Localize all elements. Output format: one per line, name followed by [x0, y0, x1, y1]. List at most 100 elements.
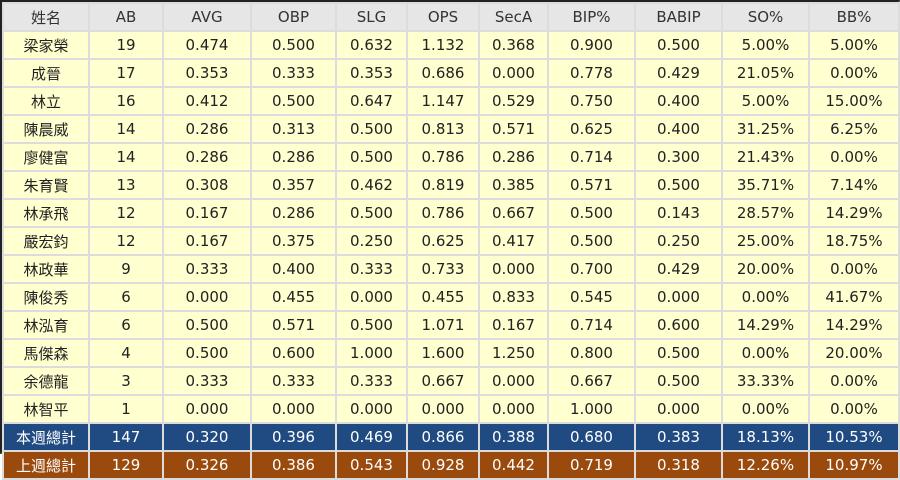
- stat-cell: 0.500: [335, 310, 408, 340]
- stat-cell: 3: [88, 366, 164, 396]
- table-row: 陳晨威 14 0.286 0.313 0.500 0.813 0.571 0.625 0.400…: [2, 114, 900, 144]
- stat-cell: 0.00%: [808, 58, 900, 88]
- player-name-cell: 上週總計: [2, 450, 90, 480]
- stat-cell: 0.786: [406, 142, 480, 172]
- stat-cell: 0.714: [547, 142, 636, 172]
- stat-cell: 0.500: [162, 338, 252, 368]
- last-week-total-row: 上週總計 129 0.326 0.386 0.543 0.928 0.442 0.719 0.3…: [2, 450, 900, 480]
- stat-cell: 0.000: [478, 254, 549, 284]
- stat-cell: 0.500: [634, 30, 723, 60]
- stat-cell: 1.132: [406, 30, 480, 60]
- stat-cell: 0.750: [547, 86, 636, 116]
- table-row: 余德龍 3 0.333 0.333 0.333 0.667 0.000 0.667 0.500 3…: [2, 366, 900, 396]
- stat-cell: 16: [88, 86, 164, 116]
- stat-cell: 0.500: [335, 198, 408, 228]
- stat-cell: 14.29%: [808, 198, 900, 228]
- table-row: 嚴宏鈞 12 0.167 0.375 0.250 0.625 0.417 0.500 0.250…: [2, 226, 900, 256]
- player-name-cell: 嚴宏鈞: [2, 226, 90, 256]
- stat-cell: 147: [88, 422, 164, 452]
- stat-cell: 0.333: [335, 254, 408, 284]
- stat-cell: 0.400: [634, 114, 723, 144]
- stat-cell: 1.071: [406, 310, 480, 340]
- stat-cell: 0.00%: [808, 394, 900, 424]
- stat-cell: 4: [88, 338, 164, 368]
- stat-cell: 20.00%: [808, 338, 900, 368]
- column-header: SLG: [335, 2, 408, 32]
- stat-cell: 0.474: [162, 30, 252, 60]
- stat-cell: 0.386: [250, 450, 337, 480]
- column-header: BABIP: [634, 2, 723, 32]
- stat-cell: 0.600: [634, 310, 723, 340]
- stat-cell: 0.647: [335, 86, 408, 116]
- stat-cell: 0.500: [250, 30, 337, 60]
- stat-cell: 0.667: [547, 366, 636, 396]
- stat-cell: 41.67%: [808, 282, 900, 312]
- stat-cell: 0.500: [250, 86, 337, 116]
- stat-cell: 0.396: [250, 422, 337, 452]
- stat-cell: 0.368: [478, 30, 549, 60]
- table-row: 林立 16 0.412 0.500 0.647 1.147 0.529 0.750 0.400 5…: [2, 86, 900, 116]
- stat-cell: 0.462: [335, 170, 408, 200]
- stat-cell: 0.286: [250, 142, 337, 172]
- stat-cell: 0.313: [250, 114, 337, 144]
- table-row: 林泓育 6 0.500 0.571 0.500 1.071 0.167 0.714 0.600 1…: [2, 310, 900, 340]
- column-header: BIP%: [547, 2, 636, 32]
- stat-cell: 0.286: [250, 198, 337, 228]
- player-name-cell: 成晉: [2, 58, 90, 88]
- stat-cell: 0.866: [406, 422, 480, 452]
- stat-cell: 33.33%: [721, 366, 810, 396]
- stat-cell: 0.500: [547, 226, 636, 256]
- stat-cell: 1.000: [547, 394, 636, 424]
- stat-cell: 0.286: [162, 142, 252, 172]
- stat-cell: 0.455: [250, 282, 337, 312]
- stat-cell: 0.469: [335, 422, 408, 452]
- stat-cell: 0.000: [162, 282, 252, 312]
- stat-cell: 0.000: [634, 282, 723, 312]
- stat-cell: 0.00%: [808, 366, 900, 396]
- stat-cell: 14: [88, 114, 164, 144]
- stat-cell: 0.143: [634, 198, 723, 228]
- stat-cell: 0.308: [162, 170, 252, 200]
- stat-cell: 0.320: [162, 422, 252, 452]
- table-row: 林智平 1 0.000 0.000 0.000 0.000 0.000 1.000 0.000 0…: [2, 394, 900, 424]
- table-row: 朱育賢 13 0.308 0.357 0.462 0.819 0.385 0.571 0.500…: [2, 170, 900, 200]
- stat-cell: 0.167: [162, 226, 252, 256]
- stat-cell: 0.500: [634, 170, 723, 200]
- stat-cell: 0.733: [406, 254, 480, 284]
- stat-cell: 0.000: [478, 366, 549, 396]
- stat-cell: 0.545: [547, 282, 636, 312]
- stat-cell: 5.00%: [721, 30, 810, 60]
- stat-cell: 0.286: [162, 114, 252, 144]
- stat-cell: 0.571: [478, 114, 549, 144]
- stat-cell: 12: [88, 226, 164, 256]
- stat-cell: 0.819: [406, 170, 480, 200]
- stat-cell: 18.75%: [808, 226, 900, 256]
- column-header: AB: [88, 2, 164, 32]
- stat-cell: 13: [88, 170, 164, 200]
- stat-cell: 6: [88, 310, 164, 340]
- stat-cell: 17: [88, 58, 164, 88]
- stat-cell: 0.375: [250, 226, 337, 256]
- player-name-cell: 廖健富: [2, 142, 90, 172]
- stat-cell: 25.00%: [721, 226, 810, 256]
- stat-cell: 0.00%: [721, 338, 810, 368]
- stat-cell: 31.25%: [721, 114, 810, 144]
- stat-cell: 0.383: [634, 422, 723, 452]
- stat-cell: 0.813: [406, 114, 480, 144]
- stat-cell: 0.719: [547, 450, 636, 480]
- stat-cell: 0.167: [162, 198, 252, 228]
- stat-cell: 0.400: [634, 86, 723, 116]
- stat-cell: 10.53%: [808, 422, 900, 452]
- stat-cell: 0.000: [406, 394, 480, 424]
- player-name-cell: 本週總計: [2, 422, 90, 452]
- table-row: 梁家榮 19 0.474 0.500 0.632 1.132 0.368 0.900 0.500…: [2, 30, 900, 60]
- stat-cell: 14.29%: [721, 310, 810, 340]
- stat-cell: 0.250: [634, 226, 723, 256]
- player-name-cell: 陳晨威: [2, 114, 90, 144]
- stat-cell: 5.00%: [721, 86, 810, 116]
- stat-cell: 12.26%: [721, 450, 810, 480]
- stat-cell: 5.00%: [808, 30, 900, 60]
- table-row: 林政華 9 0.333 0.400 0.333 0.733 0.000 0.700 0.429 2…: [2, 254, 900, 284]
